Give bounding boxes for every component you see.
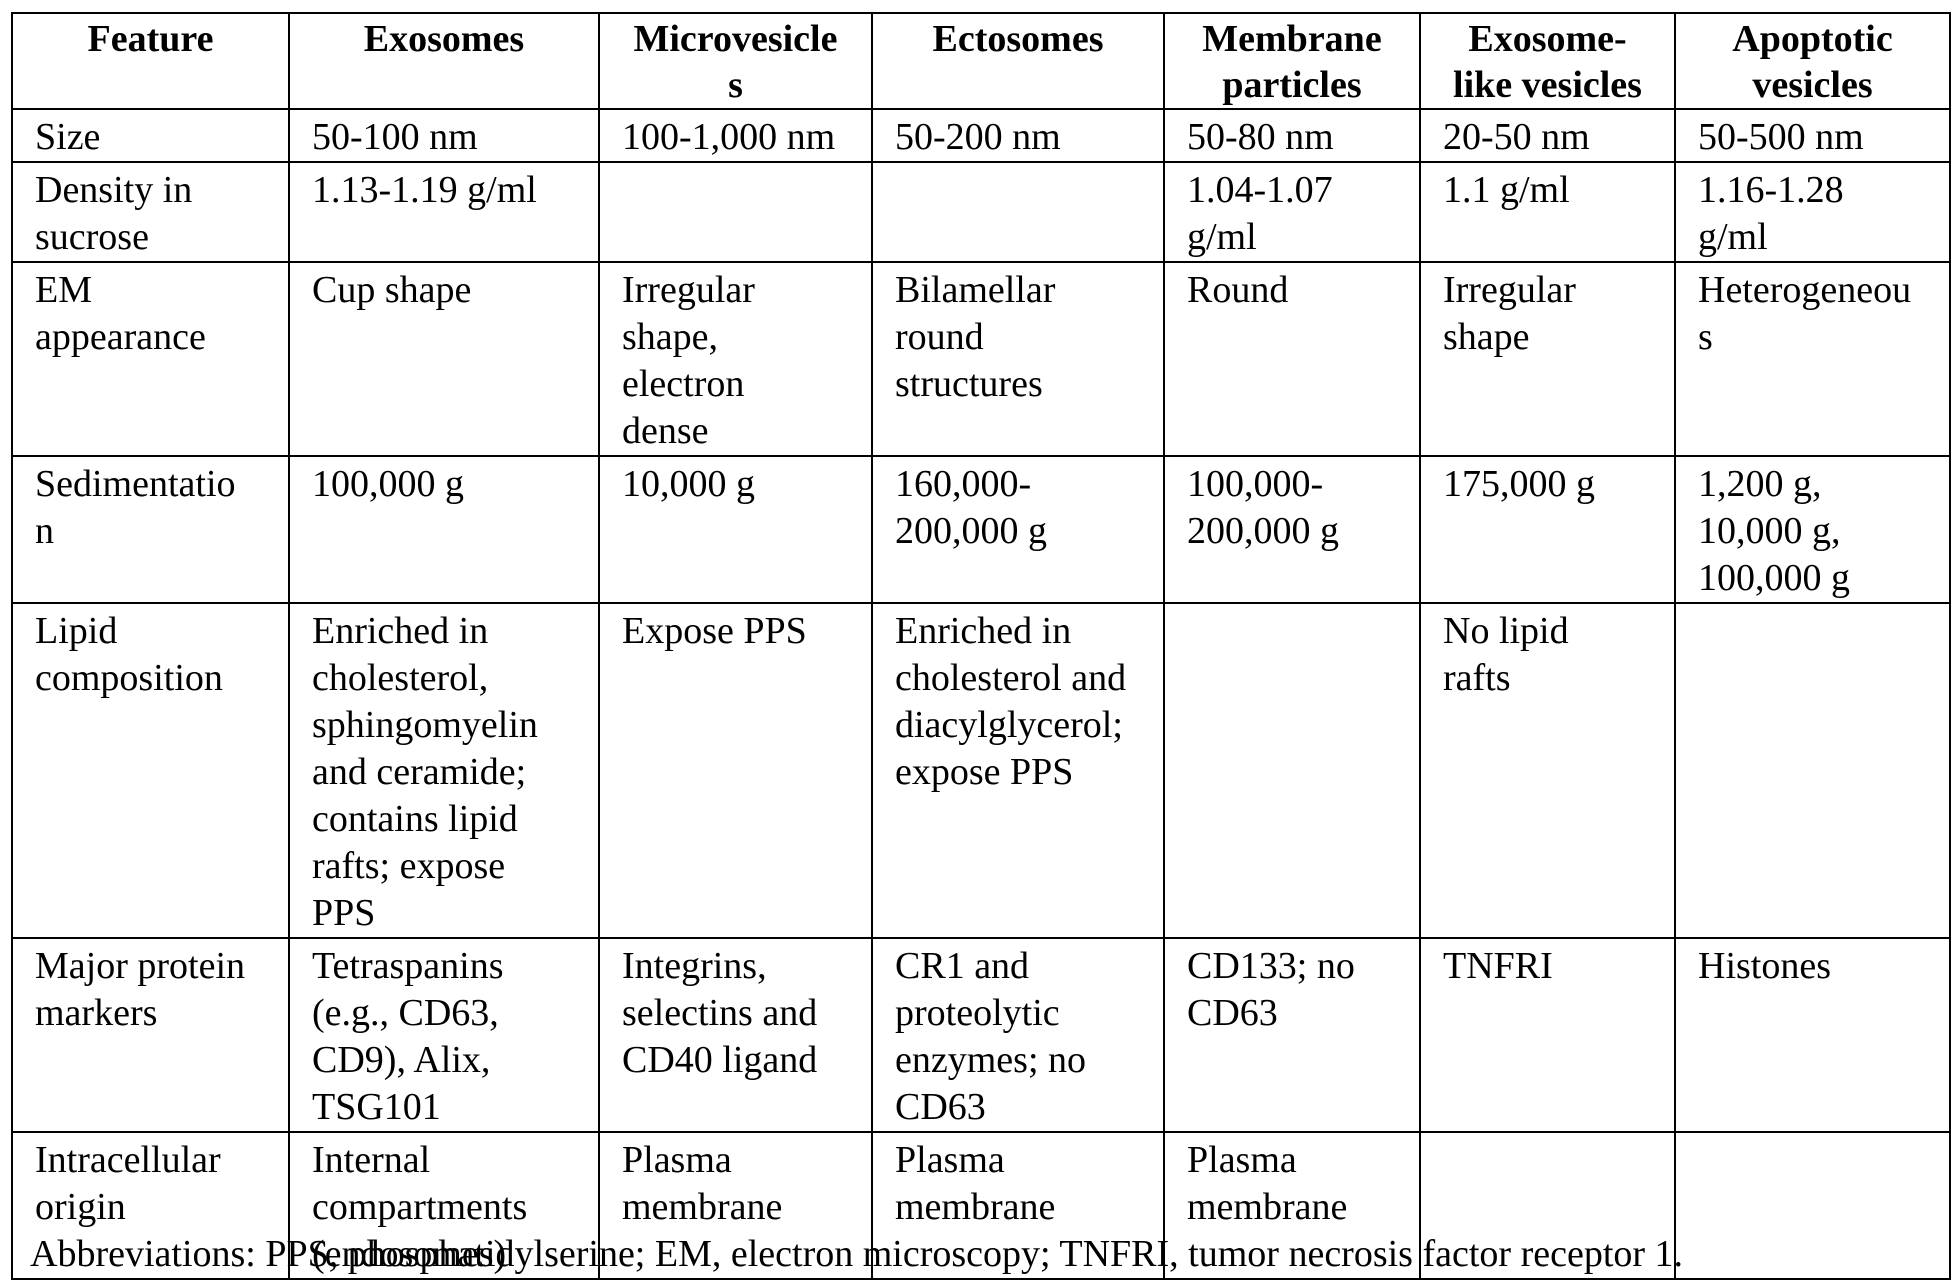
header-apoptotic-vesicles: Apoptotic vesicles — [1675, 13, 1950, 109]
row-label-size: Size — [12, 109, 289, 162]
table-cell — [599, 162, 872, 262]
table-row: EM appearance Cup shape Irregular shape,… — [12, 262, 1950, 456]
header-exosomes: Exosomes — [289, 13, 599, 109]
table-cell: 20-50 nm — [1420, 109, 1675, 162]
table-cell — [1675, 1132, 1950, 1279]
table-cell: 50-80 nm — [1164, 109, 1420, 162]
table-cell: CR1 and proteolytic enzymes; no CD63 — [872, 938, 1164, 1132]
table-cell: Histones — [1675, 938, 1950, 1132]
table-header-row: Feature Exosomes Microvesicle s Ectosome… — [12, 13, 1950, 109]
table-cell: Irregular shape — [1420, 262, 1675, 456]
table-cell — [1675, 603, 1950, 938]
table-cell: Expose PPS — [599, 603, 872, 938]
header-feature: Feature — [12, 13, 289, 109]
table-cell — [872, 162, 1164, 262]
table-cell: 1,200 g, 10,000 g, 100,000 g — [1675, 456, 1950, 603]
row-label-em-appearance: EM appearance — [12, 262, 289, 456]
table-cell: 1.04-1.07 g/ml — [1164, 162, 1420, 262]
table-cell: Tetraspanins (e.g., CD63, CD9), Alix, TS… — [289, 938, 599, 1132]
table-cell: 160,000- 200,000 g — [872, 456, 1164, 603]
table-cell: 1.13-1.19 g/ml — [289, 162, 599, 262]
table-cell — [1164, 603, 1420, 938]
row-label-protein-markers: Major protein markers — [12, 938, 289, 1132]
table-cell: 100,000- 200,000 g — [1164, 456, 1420, 603]
table-cell: 50-200 nm — [872, 109, 1164, 162]
table-cell: 50-100 nm — [289, 109, 599, 162]
table-cell: Enriched in cholesterol, sphingomyelin a… — [289, 603, 599, 938]
table-cell: Cup shape — [289, 262, 599, 456]
table-cell: Round — [1164, 262, 1420, 456]
header-microvesicles: Microvesicle s — [599, 13, 872, 109]
table-row: Density in sucrose 1.13-1.19 g/ml 1.04-1… — [12, 162, 1950, 262]
table-row: Sedimentatio n 100,000 g 10,000 g 160,00… — [12, 456, 1950, 603]
row-label-density: Density in sucrose — [12, 162, 289, 262]
table-cell: Bilamellar round structures — [872, 262, 1164, 456]
table-cell: 10,000 g — [599, 456, 872, 603]
row-label-sedimentation: Sedimentatio n — [12, 456, 289, 603]
table-cell: 175,000 g — [1420, 456, 1675, 603]
table-cell: No lipid rafts — [1420, 603, 1675, 938]
row-label-lipid-composition: Lipid composition — [12, 603, 289, 938]
vesicle-comparison-table: Feature Exosomes Microvesicle s Ectosome… — [11, 12, 1951, 1280]
table-cell: Heterogeneou s — [1675, 262, 1950, 456]
table-cell: CD133; no CD63 — [1164, 938, 1420, 1132]
table-cell: 100,000 g — [289, 456, 599, 603]
header-exosome-like-vesicles: Exosome- like vesicles — [1420, 13, 1675, 109]
table-cell: Enriched in cholesterol and diacylglycer… — [872, 603, 1164, 938]
table-cell: 1.1 g/ml — [1420, 162, 1675, 262]
table-cell: Integrins, selectins and CD40 ligand — [599, 938, 872, 1132]
header-ectosomes: Ectosomes — [872, 13, 1164, 109]
table-row: Size 50-100 nm 100-1,000 nm 50-200 nm 50… — [12, 109, 1950, 162]
table-row: Major protein markers Tetraspanins (e.g.… — [12, 938, 1950, 1132]
table-cell: Irregular shape, electron dense — [599, 262, 872, 456]
table-cell: 100-1,000 nm — [599, 109, 872, 162]
table-cell: TNFRI — [1420, 938, 1675, 1132]
table-row: Lipid composition Enriched in cholestero… — [12, 603, 1950, 938]
header-membrane-particles: Membrane particles — [1164, 13, 1420, 109]
table-cell: 1.16-1.28 g/ml — [1675, 162, 1950, 262]
table-cell: 50-500 nm — [1675, 109, 1950, 162]
table-caption: Abbreviations: PPS, phosphatidylserine; … — [30, 1232, 1683, 1276]
